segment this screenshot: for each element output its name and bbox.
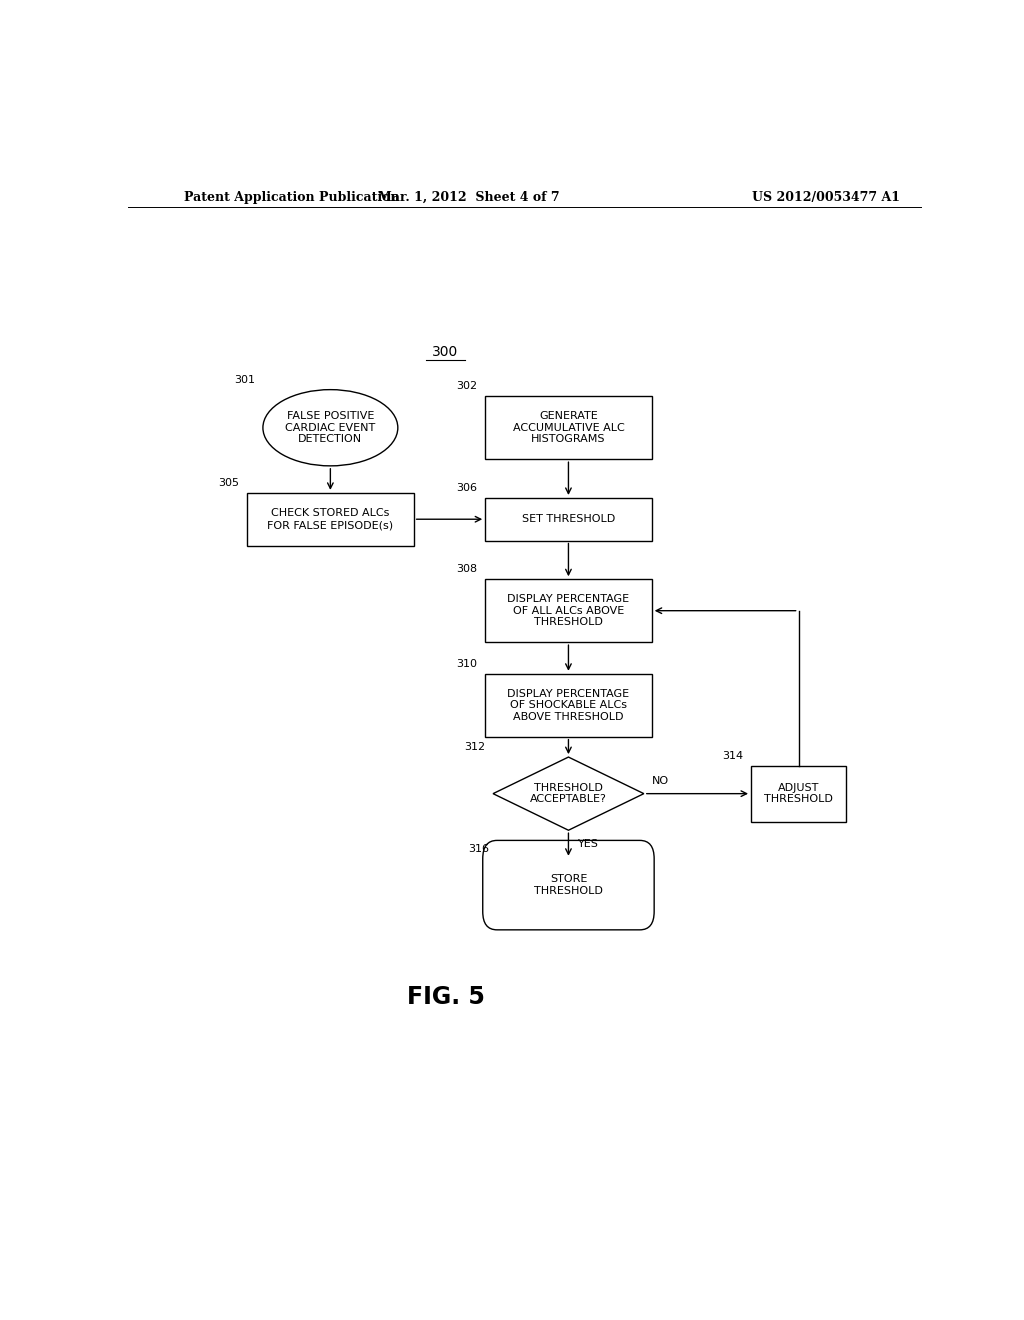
FancyBboxPatch shape — [751, 766, 846, 821]
Text: 301: 301 — [233, 375, 255, 384]
Text: 310: 310 — [456, 659, 477, 669]
Text: 305: 305 — [218, 478, 240, 487]
Text: 300: 300 — [432, 345, 459, 359]
FancyBboxPatch shape — [247, 492, 414, 545]
Text: DISPLAY PERCENTAGE
OF SHOCKABLE ALCs
ABOVE THRESHOLD: DISPLAY PERCENTAGE OF SHOCKABLE ALCs ABO… — [507, 689, 630, 722]
Text: 306: 306 — [456, 483, 477, 492]
Text: 308: 308 — [456, 564, 477, 574]
Text: THRESHOLD
ACCEPTABLE?: THRESHOLD ACCEPTABLE? — [530, 783, 607, 804]
Polygon shape — [494, 758, 644, 830]
Text: ADJUST
THRESHOLD: ADJUST THRESHOLD — [764, 783, 834, 804]
Text: 316: 316 — [468, 843, 489, 854]
FancyBboxPatch shape — [485, 396, 652, 459]
FancyBboxPatch shape — [485, 498, 652, 541]
Text: STORE
THRESHOLD: STORE THRESHOLD — [534, 874, 603, 896]
FancyBboxPatch shape — [482, 841, 654, 929]
Text: SET THRESHOLD: SET THRESHOLD — [522, 515, 615, 524]
Text: CHECK STORED ALCs
FOR FALSE EPISODE(s): CHECK STORED ALCs FOR FALSE EPISODE(s) — [267, 508, 393, 531]
Text: YES: YES — [578, 840, 599, 850]
Text: NO: NO — [652, 776, 669, 787]
Text: FALSE POSITIVE
CARDIAC EVENT
DETECTION: FALSE POSITIVE CARDIAC EVENT DETECTION — [286, 411, 376, 445]
Text: FIG. 5: FIG. 5 — [407, 985, 484, 1008]
Text: DISPLAY PERCENTAGE
OF ALL ALCs ABOVE
THRESHOLD: DISPLAY PERCENTAGE OF ALL ALCs ABOVE THR… — [507, 594, 630, 627]
Ellipse shape — [263, 389, 398, 466]
Text: GENERATE
ACCUMULATIVE ALC
HISTOGRAMS: GENERATE ACCUMULATIVE ALC HISTOGRAMS — [513, 411, 625, 445]
Text: Patent Application Publication: Patent Application Publication — [183, 190, 399, 203]
FancyBboxPatch shape — [485, 579, 652, 643]
Text: US 2012/0053477 A1: US 2012/0053477 A1 — [753, 190, 900, 203]
Text: Mar. 1, 2012  Sheet 4 of 7: Mar. 1, 2012 Sheet 4 of 7 — [379, 190, 560, 203]
FancyBboxPatch shape — [485, 673, 652, 737]
Text: 302: 302 — [456, 381, 477, 391]
Text: 314: 314 — [722, 751, 743, 760]
Text: 312: 312 — [464, 742, 485, 752]
